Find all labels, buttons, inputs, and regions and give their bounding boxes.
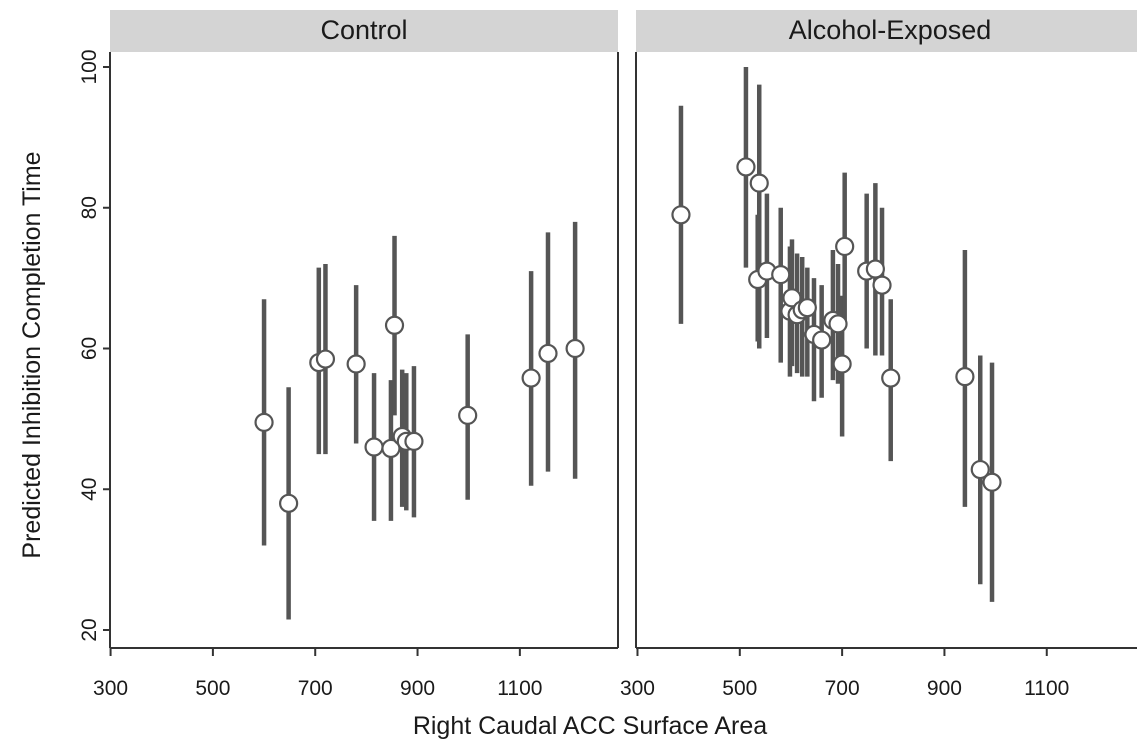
y-axis-title: Predicted Inhibition Completion Time — [18, 151, 46, 558]
x-tick-label: 900 — [927, 677, 962, 700]
data-point — [279, 493, 299, 513]
data-point — [671, 205, 691, 225]
data-point — [736, 157, 756, 177]
y-tick-label: 40 — [78, 478, 101, 501]
data-point — [749, 173, 769, 193]
strip-label-control: Control — [320, 15, 407, 45]
data-point — [828, 314, 848, 334]
data-point — [315, 349, 336, 369]
panel-alcohol-exposed: Alcohol-Exposed 300 500 700 900 1100 — [620, 10, 1137, 700]
x-tick-label: 700 — [298, 677, 333, 700]
y-tick-label: 100 — [78, 49, 101, 84]
marks-control — [254, 221, 585, 620]
data-point — [797, 298, 817, 318]
strip-control — [110, 10, 618, 52]
data-point — [872, 275, 892, 295]
y-tick-label: 60 — [78, 337, 101, 360]
data-point — [881, 368, 901, 388]
strip-label-alcohol-exposed: Alcohol-Exposed — [789, 15, 992, 45]
x-axis-ticks-alcohol-exposed: 300 500 700 900 1100 — [620, 648, 1069, 700]
data-point — [982, 472, 1002, 492]
x-axis-title: Right Caudal ACC Surface Area — [413, 712, 767, 740]
x-axis-ticks-control: 300 500 700 900 1100 — [93, 648, 542, 700]
y-tick-label: 80 — [78, 196, 101, 219]
y-tick-label: 20 — [78, 618, 101, 641]
data-point — [865, 259, 885, 279]
data-point — [404, 431, 424, 451]
data-point — [384, 315, 405, 335]
x-tick-label: 300 — [93, 677, 128, 700]
data-point — [521, 368, 541, 388]
data-point — [381, 438, 401, 459]
data-point — [955, 367, 975, 387]
data-point — [254, 412, 274, 432]
data-point — [458, 405, 478, 425]
data-point — [832, 354, 852, 374]
strip-alcohol-exposed — [636, 10, 1137, 52]
x-tick-label: 700 — [825, 677, 860, 700]
data-point — [346, 354, 366, 374]
data-point — [835, 236, 855, 257]
x-tick-label: 900 — [400, 677, 435, 700]
marks-alcohol-exposed — [671, 67, 1002, 602]
x-tick-label: 500 — [722, 677, 757, 700]
data-point — [538, 343, 558, 364]
x-tick-label: 300 — [620, 677, 655, 700]
data-point — [970, 459, 990, 480]
data-point — [782, 288, 802, 308]
data-point — [565, 338, 585, 359]
panel-control: Control 300 500 700 900 1100 — [93, 10, 619, 700]
x-tick-label: 1100 — [1024, 677, 1069, 700]
data-point — [812, 330, 832, 350]
x-tick-label: 500 — [195, 677, 230, 700]
data-point — [364, 437, 384, 457]
data-point — [771, 265, 791, 285]
y-axis-ticks: 20 40 60 80 100 — [78, 49, 110, 642]
x-tick-label: 1100 — [497, 677, 542, 700]
